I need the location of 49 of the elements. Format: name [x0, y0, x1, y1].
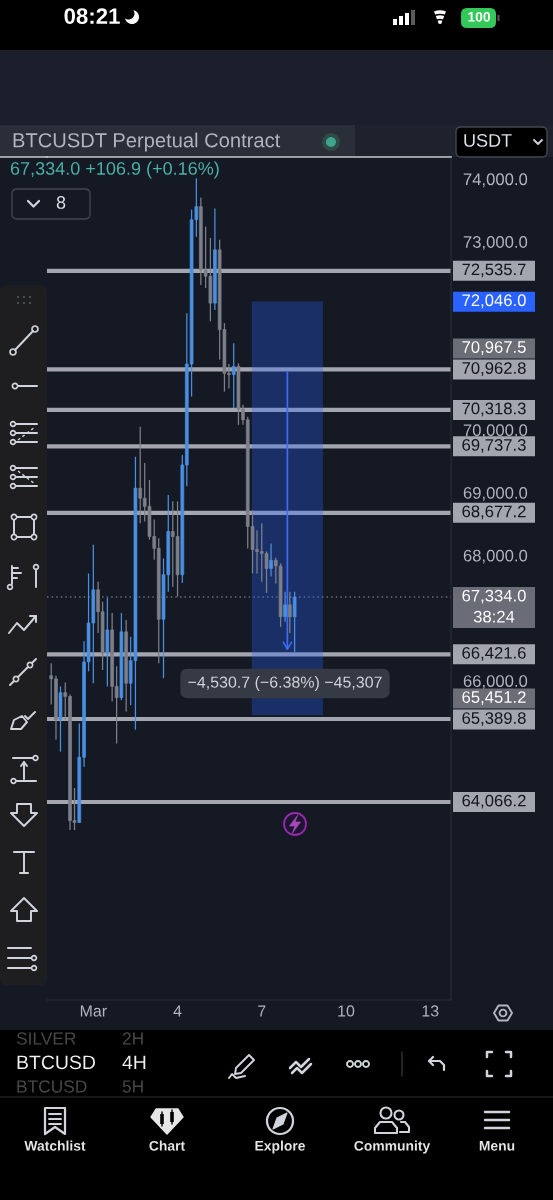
chart-subtitle: 67,334.0 +106.9 (+0.16%) [10, 161, 219, 179]
candlestick [105, 597, 110, 688]
annotation: −4,530.7 (−6.38%) −45,307 [188, 676, 382, 691]
candlestick [264, 550, 269, 594]
text: Watchlist [24, 1140, 86, 1151]
text: 5H [122, 1080, 143, 1093]
text: 4H [122, 1055, 146, 1070]
candlestick [138, 426, 143, 524]
y-tick-label: 73,000.0 [463, 236, 528, 250]
ref-line-label: 64,066.2 [462, 794, 526, 809]
ref-line-label: 65,389.8 [462, 712, 526, 726]
text: 70,967.5 [462, 341, 526, 355]
ref-line-label: 67,334.0 38:24 [462, 589, 526, 623]
candlestick [283, 591, 287, 623]
x-tick-label: 4 [173, 1005, 182, 1017]
text: 100 [468, 11, 491, 22]
text: Chart [149, 1140, 185, 1151]
text: 2H [122, 1032, 143, 1045]
text: 65,451.2 [462, 691, 526, 705]
candlestick [288, 591, 292, 634]
candlestick [231, 342, 236, 409]
candlestick [292, 591, 297, 653]
chart-title: BTCUSDT Perpetual Contract [13, 132, 281, 152]
x-tick-label: Mar [80, 1005, 107, 1017]
y-tick-label: 70,000.0 [463, 424, 528, 439]
ref-line-label: 70,962.8 [462, 362, 526, 376]
text: USDT [464, 134, 512, 147]
y-tick-label: 68,000.0 [463, 549, 528, 564]
y-tick-label: 74,000.0 [463, 173, 528, 188]
text: BTCUSD [17, 1055, 96, 1070]
y-tick-label: 66,000.0 [463, 675, 528, 689]
ref-line-label: 66,421.6 [462, 646, 526, 661]
ref-line-label: 68,677.2 [462, 505, 526, 520]
ref-line-label: 70,318.3 [462, 402, 526, 417]
ref-line-label: 72,535.7 [462, 263, 526, 278]
x-tick-label: 13 [422, 1005, 439, 1017]
x-tick-label: 10 [338, 1005, 355, 1017]
candlestick [269, 542, 273, 578]
text: Menu [479, 1141, 515, 1151]
text: Community [354, 1140, 431, 1154]
text: Explore [255, 1140, 305, 1154]
text: BTCUSD [17, 1080, 87, 1093]
x-tick-label: 7 [258, 1005, 266, 1017]
text: 08:21 [64, 8, 120, 24]
annotation: 8 [56, 196, 66, 209]
y-tick-label: 69,000.0 [463, 486, 528, 501]
ref-line-label: 69,737.3 [462, 439, 526, 453]
text: 72,046.0 [462, 294, 526, 309]
text: SILVER [16, 1032, 76, 1045]
